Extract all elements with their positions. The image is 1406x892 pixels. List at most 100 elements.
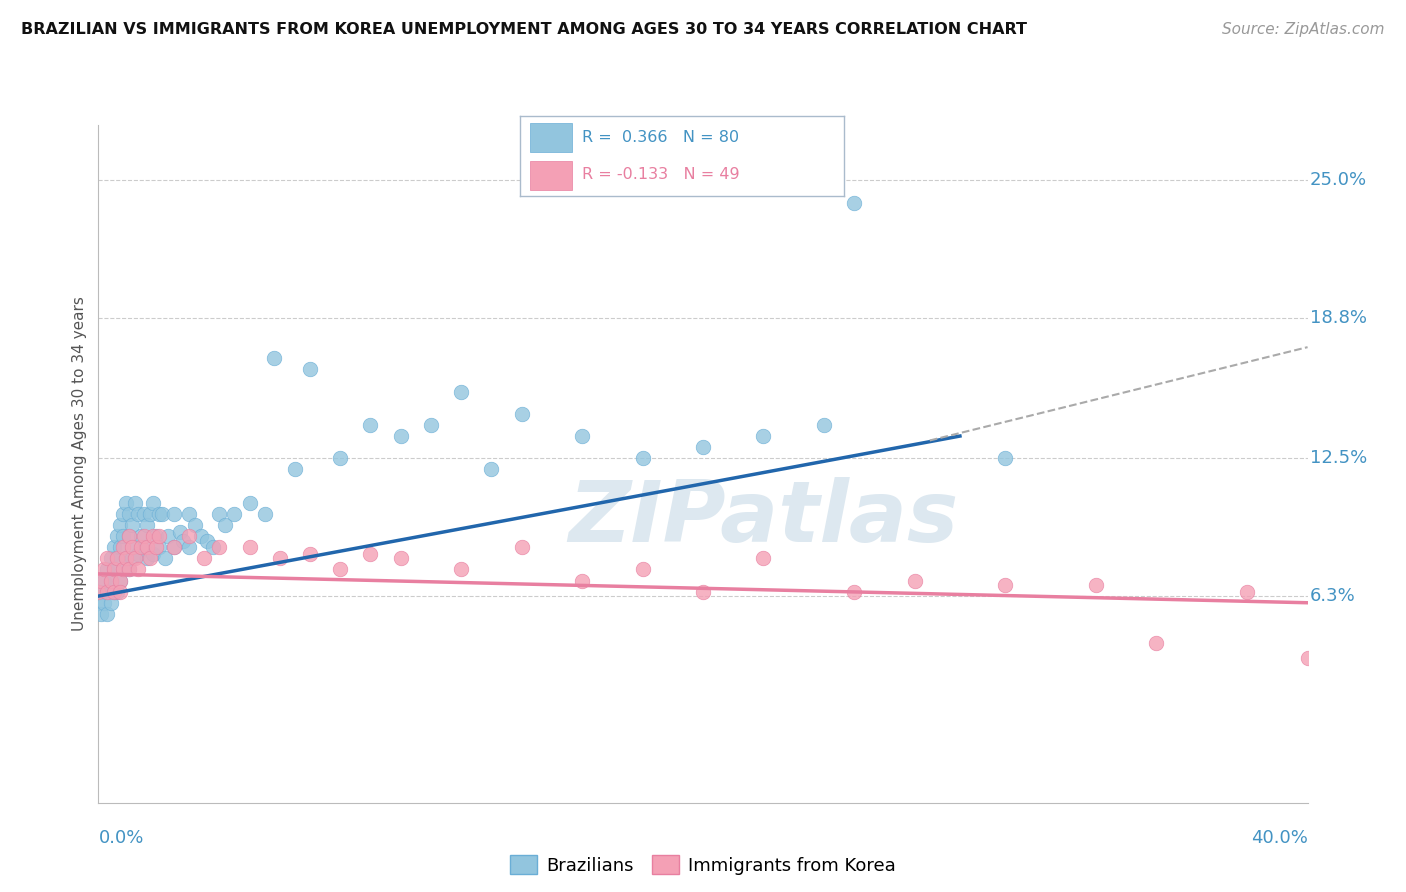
Point xyxy=(118,507,141,521)
Point xyxy=(127,547,149,561)
Text: 40.0%: 40.0% xyxy=(1251,830,1308,847)
Point xyxy=(214,518,236,533)
Point xyxy=(389,551,412,566)
Text: 12.5%: 12.5% xyxy=(1310,450,1367,467)
Point xyxy=(450,562,472,576)
Point xyxy=(153,551,176,566)
Point xyxy=(135,518,157,533)
Bar xyxy=(530,123,572,152)
Point xyxy=(142,547,165,561)
Point xyxy=(1236,584,1258,599)
Point xyxy=(108,584,131,599)
Point xyxy=(481,462,503,476)
Point xyxy=(103,540,125,554)
Point xyxy=(177,507,201,521)
Point xyxy=(156,529,179,543)
Point xyxy=(118,562,141,576)
Point xyxy=(184,518,207,533)
Point xyxy=(263,351,285,366)
Point xyxy=(172,533,194,548)
Point xyxy=(135,551,157,566)
Point xyxy=(129,540,152,554)
Point xyxy=(100,551,122,566)
Point xyxy=(121,540,143,554)
Point xyxy=(121,551,143,566)
Point xyxy=(124,496,146,510)
Point xyxy=(571,429,593,443)
Point xyxy=(105,584,128,599)
Point xyxy=(813,417,835,432)
Text: 0.0%: 0.0% xyxy=(98,830,143,847)
Point xyxy=(163,540,186,554)
Point xyxy=(994,578,1017,592)
Point xyxy=(93,574,115,588)
Point xyxy=(631,562,654,576)
Point xyxy=(118,562,141,576)
Point xyxy=(269,551,291,566)
Text: 25.0%: 25.0% xyxy=(1310,171,1367,189)
Point xyxy=(571,574,593,588)
Point xyxy=(139,551,162,566)
Point xyxy=(111,562,134,576)
Point xyxy=(114,551,136,566)
Point xyxy=(108,540,131,554)
Point xyxy=(299,547,322,561)
Point xyxy=(93,562,115,576)
Point xyxy=(127,507,149,521)
Point xyxy=(145,540,167,554)
Point xyxy=(90,607,112,621)
Point xyxy=(169,524,191,539)
Point xyxy=(329,451,352,466)
Point xyxy=(139,507,162,521)
Text: Source: ZipAtlas.com: Source: ZipAtlas.com xyxy=(1222,22,1385,37)
Point xyxy=(100,596,122,610)
Point xyxy=(108,518,131,533)
Point xyxy=(121,518,143,533)
Point xyxy=(96,607,118,621)
Point xyxy=(844,584,866,599)
Point xyxy=(844,195,866,210)
Point xyxy=(111,562,134,576)
Point xyxy=(132,529,155,543)
Point xyxy=(253,507,276,521)
Point xyxy=(631,451,654,466)
Point xyxy=(103,584,125,599)
Point xyxy=(752,551,775,566)
Point xyxy=(692,440,714,454)
Point xyxy=(329,562,352,576)
Text: R =  0.366   N = 80: R = 0.366 N = 80 xyxy=(582,130,738,145)
Point xyxy=(419,417,441,432)
Point xyxy=(100,574,122,588)
Text: R = -0.133   N = 49: R = -0.133 N = 49 xyxy=(582,167,740,182)
Point xyxy=(105,529,128,543)
Point xyxy=(100,574,122,588)
Point xyxy=(127,562,149,576)
Point xyxy=(135,540,157,554)
Point xyxy=(208,507,231,521)
Point xyxy=(142,496,165,510)
Point xyxy=(1144,636,1167,650)
Point xyxy=(163,507,186,521)
Text: 6.3%: 6.3% xyxy=(1310,587,1355,605)
Point xyxy=(360,547,382,561)
Point xyxy=(148,507,170,521)
Point xyxy=(93,596,115,610)
Point xyxy=(145,529,167,543)
Point xyxy=(360,417,382,432)
Point xyxy=(389,429,412,443)
Text: 18.8%: 18.8% xyxy=(1310,310,1367,327)
Bar xyxy=(530,161,572,190)
Point xyxy=(90,584,112,599)
Point xyxy=(105,551,128,566)
Point xyxy=(118,529,141,543)
Point xyxy=(96,584,118,599)
Point xyxy=(1085,578,1108,592)
Point xyxy=(195,533,218,548)
Point xyxy=(105,551,128,566)
Point xyxy=(208,540,231,554)
Point xyxy=(177,540,201,554)
Point xyxy=(111,540,134,554)
Point xyxy=(114,496,136,510)
Point xyxy=(510,407,533,421)
Point xyxy=(111,507,134,521)
